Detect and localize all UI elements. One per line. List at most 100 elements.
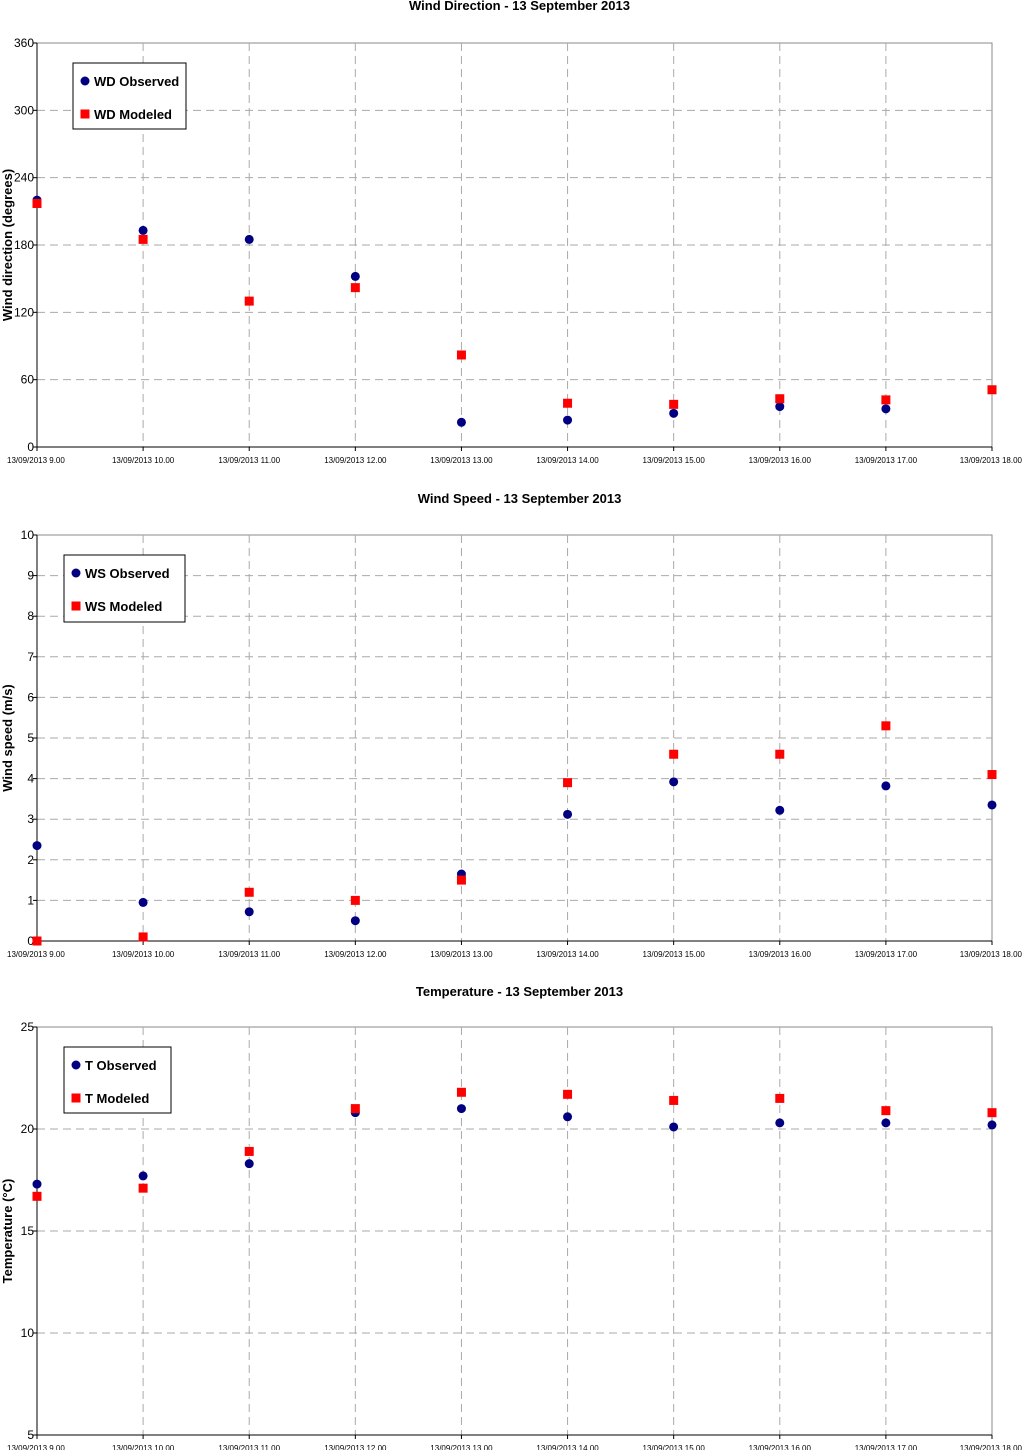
modeled-point [563,1089,573,1099]
observed-point [138,1171,148,1181]
y-axis-label: Wind direction (degrees) [0,169,15,321]
x-tick-label: 13/09/2013 18.00 [960,1444,1023,1450]
legend-box [63,554,186,623]
modeled-point [456,1087,466,1097]
y-axis-label: Temperature (°C) [0,1179,15,1284]
modeled-point [138,932,148,942]
x-tick-label: 13/09/2013 10.00 [112,1444,175,1450]
x-tick-label: 13/09/2013 14.00 [536,1444,599,1450]
modeled-point [350,283,360,293]
observed-point [32,1179,42,1189]
modeled-point [138,234,148,244]
modeled-point [563,398,573,408]
x-tick-label: 13/09/2013 11.00 [218,456,280,465]
observed-point [138,225,148,235]
x-tick-label: 13/09/2013 17.00 [855,456,918,465]
modeled-point [244,1146,254,1156]
observed-point [669,777,679,787]
y-tick-label: 9 [27,569,34,583]
observed-point [456,417,466,427]
y-tick-label: 1 [27,893,34,907]
y-tick-label: 360 [14,36,34,50]
legend-modeled-marker [71,1093,81,1103]
legend-modeled-marker [80,109,90,119]
y-axis-label: Wind speed (m/s) [0,684,15,792]
observed-point [244,234,254,244]
y-tick-label: 8 [27,609,34,623]
x-tick-label: 13/09/2013 18.00 [960,456,1023,465]
y-tick-label: 5 [27,731,34,745]
observed-point [563,809,573,819]
observed-point [775,805,785,815]
observed-point [350,271,360,281]
legend-observed-marker [80,76,90,86]
observed-point [775,402,785,412]
observed-point [563,415,573,425]
observed-point [881,404,891,414]
modeled-point [881,1106,891,1116]
y-tick-label: 6 [27,690,34,704]
y-tick-label: 180 [14,238,34,252]
observed-point [32,841,42,851]
observed-point [350,916,360,926]
y-tick-label: 60 [21,373,35,387]
modeled-point [669,399,679,409]
y-tick-label: 4 [27,772,34,786]
y-tick-label: 120 [14,305,34,319]
observed-point [881,1118,891,1128]
chart-title: Temperature - 13 September 2013 [416,984,623,999]
x-tick-label: 13/09/2013 17.00 [855,1444,918,1450]
legend-modeled-label: T Modeled [85,1091,149,1106]
legend-observed-marker [71,568,81,578]
modeled-point [32,936,42,946]
x-tick-label: 13/09/2013 11.00 [218,950,280,959]
legend-modeled-label: WD Modeled [94,107,172,122]
observed-point [987,800,997,810]
x-tick-label: 13/09/2013 13.00 [430,1444,493,1450]
y-tick-label: 300 [14,103,34,117]
x-tick-label: 13/09/2013 12.00 [324,950,387,959]
x-tick-label: 13/09/2013 9.00 [7,456,65,465]
x-tick-label: 13/09/2013 9.00 [7,1444,65,1450]
observed-point [881,781,891,791]
modeled-point [563,778,573,788]
modeled-point [987,1108,997,1118]
x-tick-label: 13/09/2013 12.00 [324,1444,387,1450]
y-tick-label: 240 [14,171,34,185]
y-tick-label: 2 [27,853,34,867]
y-tick-label: 25 [21,1020,35,1034]
wind-direction-chart: Wind Direction - 13 September 2013 0 60 120… [0,0,1023,465]
modeled-point [350,1104,360,1114]
observed-point [244,907,254,917]
modeled-point [987,770,997,780]
modeled-point [350,895,360,905]
x-tick-label: 13/09/2013 12.00 [324,456,387,465]
x-tick-label: 13/09/2013 10.00 [112,950,175,959]
x-tick-label: 13/09/2013 15.00 [643,950,706,959]
modeled-point [32,1191,42,1201]
modeled-point [669,749,679,759]
modeled-point [987,385,997,395]
legend-observed-marker [71,1060,81,1070]
observed-point [563,1112,573,1122]
x-tick-label: 13/09/2013 15.00 [643,1444,706,1450]
x-tick-label: 13/09/2013 14.00 [536,950,599,959]
x-tick-label: 13/09/2013 9.00 [7,950,65,959]
legend-box [63,1046,172,1114]
chart-title: Wind Direction - 13 September 2013 [409,0,630,13]
legend-observed-label: WS Observed [85,566,170,581]
wind-speed-chart: Wind Speed - 13 September 2013 0 1 2 3 4 5 6 7 8 9… [0,491,1023,959]
modeled-point [244,887,254,897]
y-tick-label: 3 [27,812,34,826]
x-tick-label: 13/09/2013 13.00 [430,950,493,959]
legend-modeled-marker [71,601,81,611]
y-tick-label: 0 [27,934,34,948]
x-tick-label: 13/09/2013 18.00 [960,950,1023,959]
y-tick-label: 0 [27,440,34,454]
x-tick-label: 13/09/2013 10.00 [112,456,175,465]
x-tick-label: 13/09/2013 16.00 [749,456,812,465]
modeled-point [775,1093,785,1103]
modeled-point [669,1095,679,1105]
y-tick-label: 15 [21,1224,35,1238]
legend-modeled-label: WS Modeled [85,599,162,614]
